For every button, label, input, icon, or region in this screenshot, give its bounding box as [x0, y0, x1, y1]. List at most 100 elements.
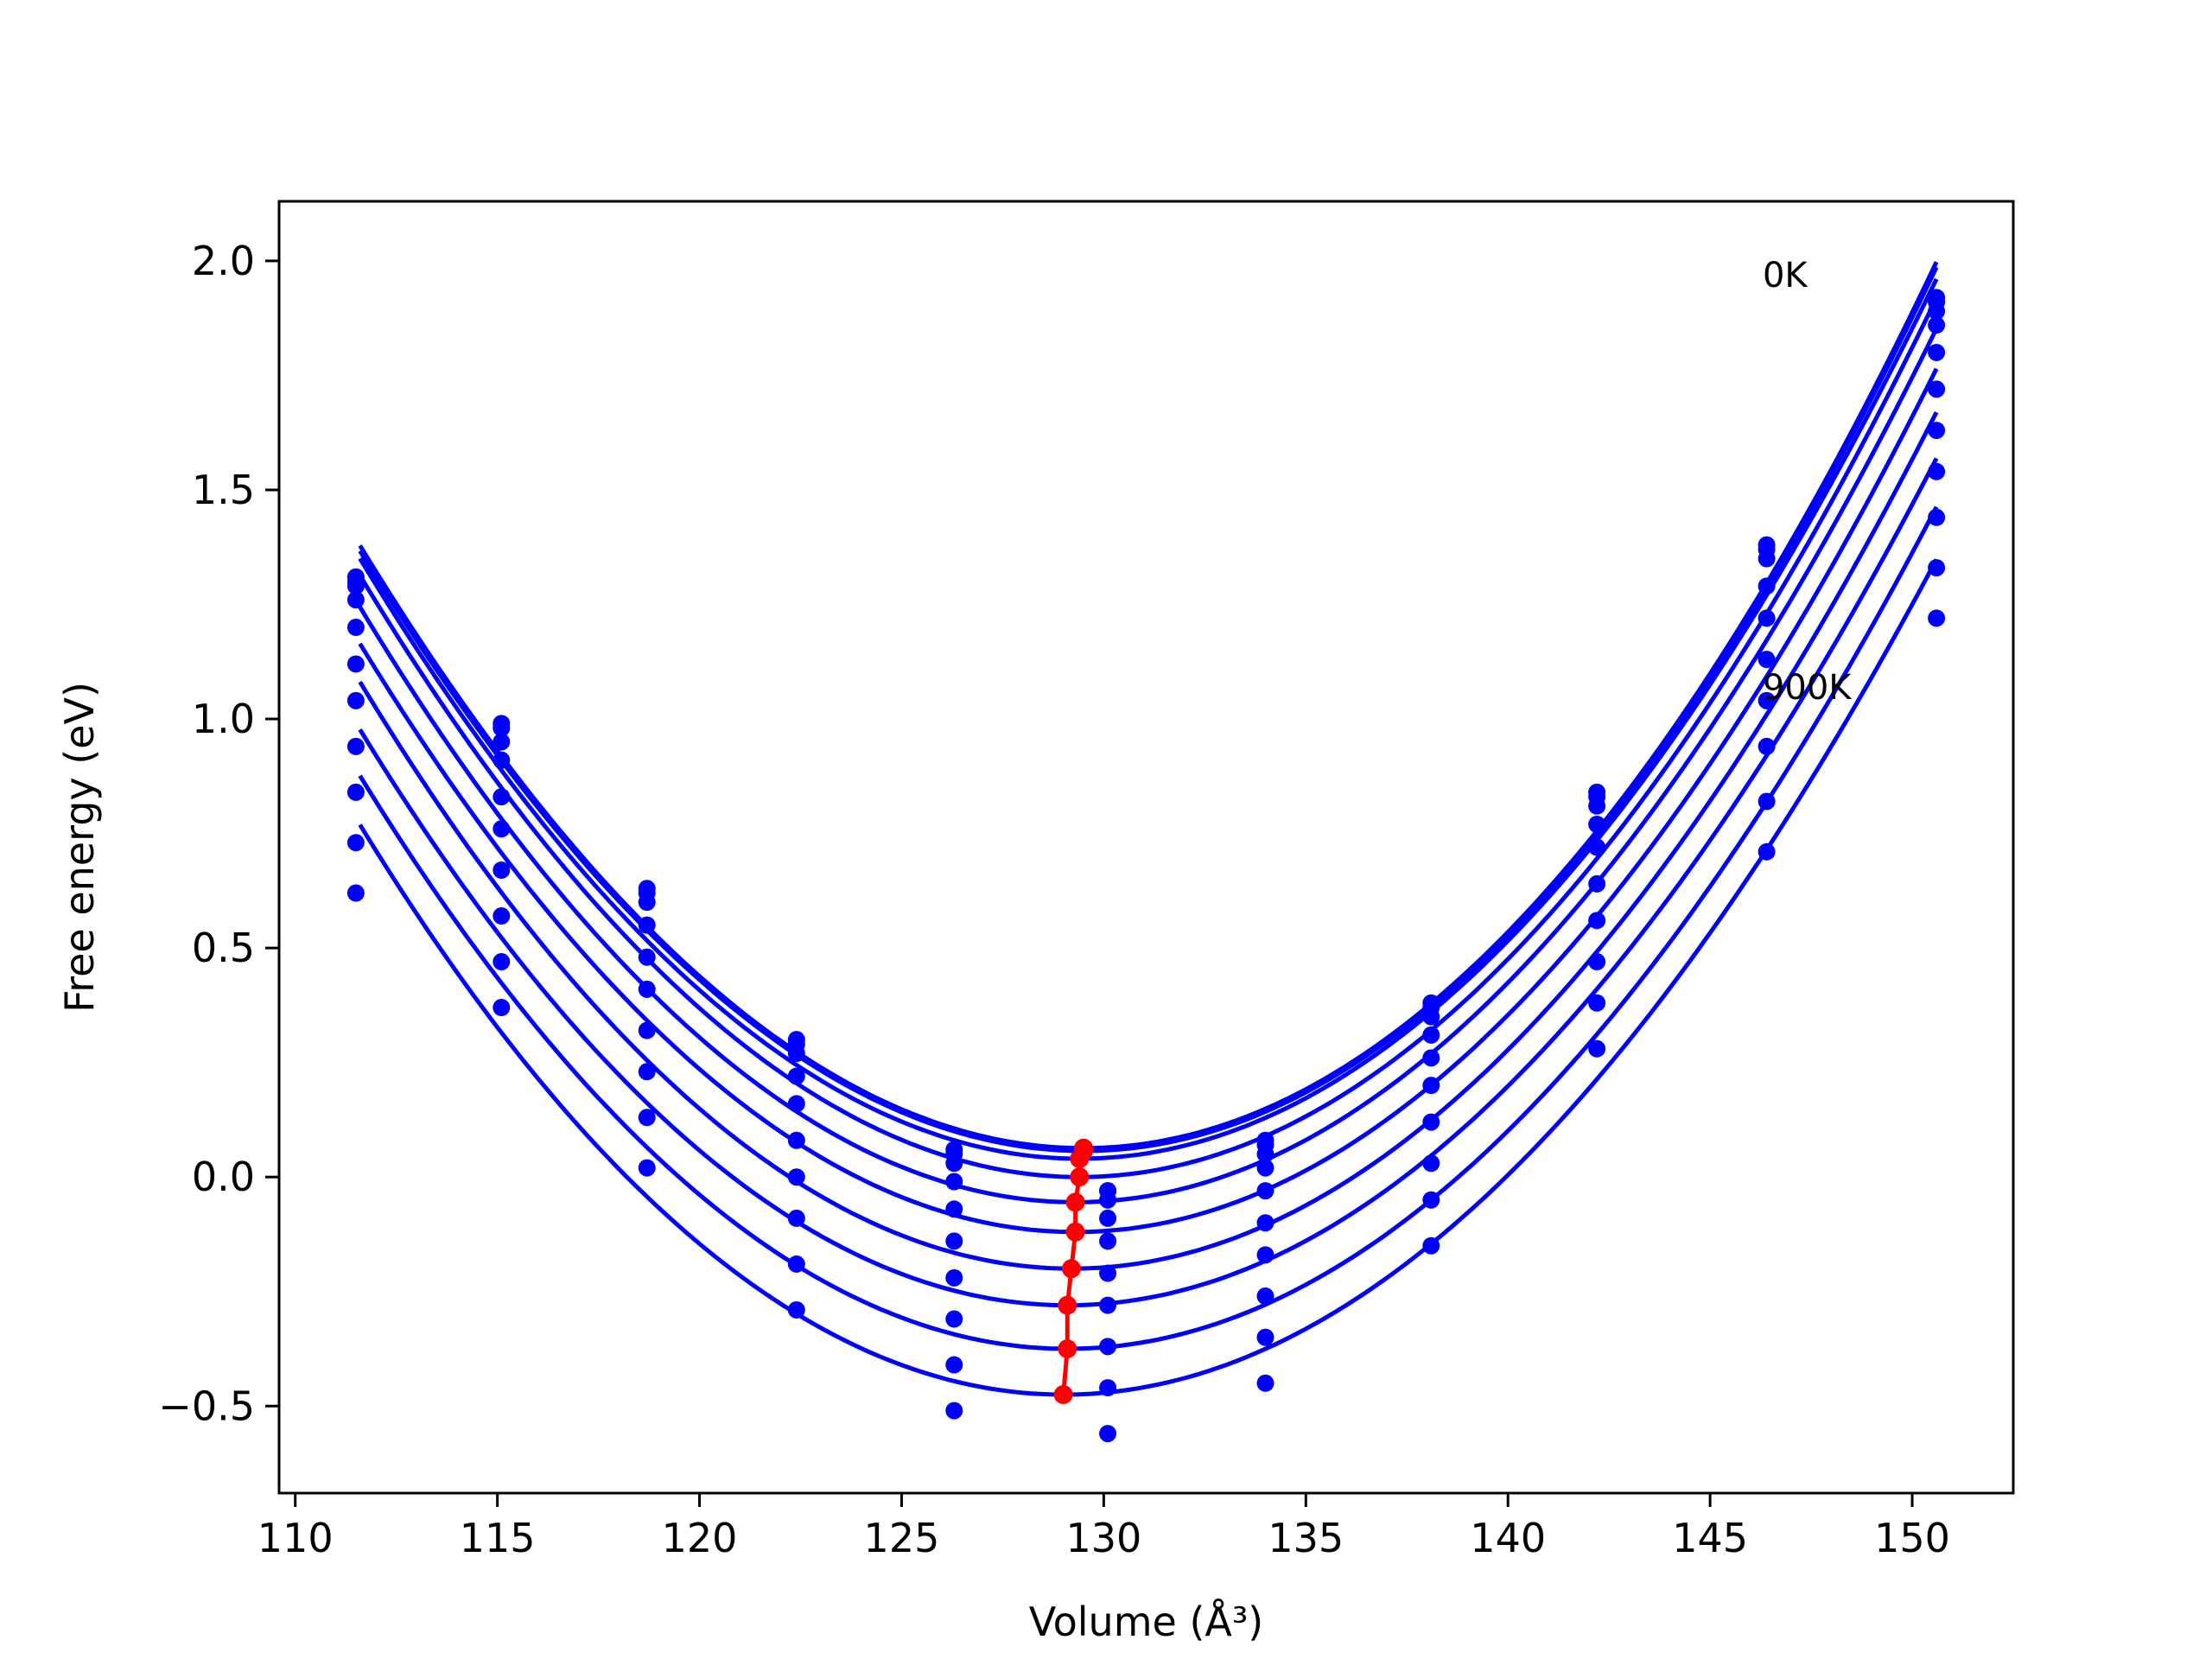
data-point — [1099, 1209, 1117, 1227]
minimum-point — [1058, 1295, 1077, 1315]
data-point — [787, 1131, 805, 1149]
y-tick-label: 1.5 — [192, 467, 255, 513]
x-axis-label: Volume (Å³) — [1029, 1599, 1264, 1645]
data-point — [1588, 874, 1606, 893]
data-point — [638, 980, 656, 998]
data-point — [1758, 577, 1776, 595]
fit-curve-500K — [358, 367, 1939, 1235]
data-point — [1928, 609, 1946, 627]
data-point — [493, 719, 511, 737]
minimum-point — [1053, 1385, 1073, 1405]
data-point — [638, 1159, 656, 1177]
data-point — [1758, 609, 1776, 627]
minimum-point — [1061, 1259, 1081, 1279]
plot-area — [346, 261, 1946, 1443]
fit-curve-200K — [358, 277, 1939, 1161]
data-point — [1422, 1007, 1440, 1026]
data-point — [787, 1095, 805, 1113]
temperature-annotation: 900K — [1763, 668, 1853, 708]
data-point — [493, 907, 511, 925]
plot-frame — [277, 200, 2015, 1495]
data-point — [1758, 842, 1776, 861]
data-point — [787, 1045, 805, 1063]
data-point — [1928, 559, 1946, 577]
data-point — [1928, 380, 1946, 398]
y-axis-label: Free energy (eV) — [56, 682, 103, 1013]
data-point — [787, 1209, 805, 1227]
data-point — [346, 834, 365, 852]
data-point — [1256, 1182, 1274, 1200]
data-point — [945, 1173, 963, 1191]
data-point — [493, 733, 511, 751]
data-point — [493, 820, 511, 838]
data-point — [1099, 1379, 1117, 1397]
data-point — [1928, 508, 1946, 526]
data-point — [1099, 1264, 1117, 1282]
minimum-point — [1065, 1222, 1085, 1242]
fit-curve-800K — [358, 505, 1939, 1351]
data-point — [1256, 1159, 1274, 1177]
data-point — [346, 691, 365, 709]
annotations: 0K 900K — [1763, 256, 1853, 708]
data-point — [1422, 1236, 1440, 1255]
data-point — [1256, 1145, 1274, 1163]
data-point — [493, 788, 511, 806]
data-point — [1099, 1232, 1117, 1250]
data-point — [945, 1356, 963, 1374]
data-point — [493, 953, 511, 971]
data-point — [1588, 994, 1606, 1012]
data-point — [787, 1067, 805, 1085]
x-tick-label: 120 — [662, 1515, 738, 1561]
minimum-point — [1070, 1167, 1090, 1187]
x-tick-label: 145 — [1672, 1515, 1748, 1561]
data-point — [493, 999, 511, 1017]
minimum-point — [1070, 1148, 1090, 1168]
data-point — [1422, 1077, 1440, 1095]
data-point — [1256, 1287, 1274, 1306]
data-point — [1099, 1191, 1117, 1209]
data-point — [1758, 792, 1776, 810]
data-point — [346, 737, 365, 755]
x-tick-label: 130 — [1065, 1515, 1141, 1561]
data-point — [1422, 1113, 1440, 1131]
y-tick-label: 2.0 — [192, 238, 255, 284]
fit-curve-400K — [358, 327, 1939, 1205]
data-point — [1099, 1338, 1117, 1356]
fit-curve-700K — [358, 457, 1939, 1308]
y-tick-label: 1.0 — [192, 696, 255, 742]
data-point — [945, 1402, 963, 1420]
minimum-point — [1065, 1192, 1085, 1212]
x-tick-label: 150 — [1874, 1515, 1950, 1561]
x-tick-label: 110 — [257, 1515, 334, 1561]
fit-curves — [358, 261, 1939, 1397]
data-point — [945, 1154, 963, 1173]
data-point — [1422, 1191, 1440, 1209]
data-point — [346, 619, 365, 637]
data-point — [1099, 1296, 1117, 1314]
data-point — [1588, 1039, 1606, 1058]
data-point — [638, 1063, 656, 1081]
temperature-annotation: 0K — [1763, 256, 1808, 296]
data-point — [1928, 316, 1946, 334]
data-point — [346, 655, 365, 673]
data-point — [945, 1310, 963, 1328]
data-point — [945, 1268, 963, 1287]
data-point — [638, 893, 656, 912]
data-point — [638, 916, 656, 934]
data-point — [1928, 462, 1946, 480]
y-tick-label: −0.5 — [158, 1382, 255, 1429]
data-point — [1256, 1328, 1274, 1346]
data-point — [346, 577, 365, 595]
data-point — [945, 1200, 963, 1218]
x-tick-label: 115 — [460, 1515, 536, 1561]
data-point — [638, 948, 656, 966]
data-point — [1256, 1246, 1274, 1264]
data-point — [1422, 1154, 1440, 1173]
data-point — [1758, 691, 1776, 709]
data-point — [346, 884, 365, 902]
data-point — [1099, 1425, 1117, 1443]
data-point — [1256, 1214, 1274, 1232]
minimum-point — [1058, 1339, 1077, 1359]
